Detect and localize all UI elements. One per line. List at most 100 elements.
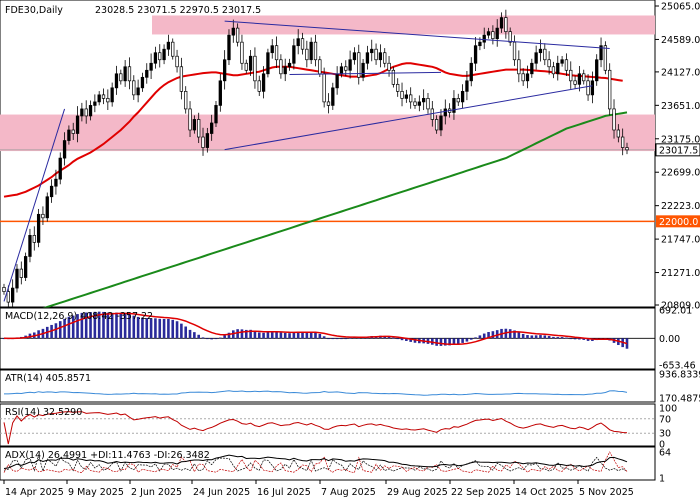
macd-bar [214, 338, 218, 340]
candle-body [244, 62, 248, 71]
price-panel-frame [0, 0, 656, 308]
adx-line [3, 454, 628, 469]
macd-bar [123, 313, 127, 339]
candle-body [231, 27, 235, 36]
candle-body [15, 268, 19, 289]
macd-bar [534, 335, 538, 339]
macd-bar [80, 312, 84, 339]
candle-body [201, 136, 205, 148]
macd-bar [102, 311, 105, 339]
macd-bar [175, 321, 179, 339]
candle-body [326, 101, 331, 106]
macd-bar [145, 318, 149, 339]
candle-body [101, 94, 106, 99]
candle-body [512, 41, 517, 61]
candle-body [222, 59, 227, 82]
macd-bar [206, 338, 209, 340]
candle-body [486, 31, 491, 36]
macd-bar [201, 337, 205, 339]
candle-body [456, 98, 460, 103]
candle-body [556, 62, 560, 75]
candle-body [603, 45, 608, 71]
macd-panel: MACD(12,26,9) 408.42 -357.22 [0, 307, 656, 370]
date-axis: 14 Apr 2025 9 May 2025 2 Jun 2025 24 Jun 20… [3, 480, 634, 498]
price-axis: 25065.0 24589.0 24127.0 23651.0 23175.0 22699… [655, 2, 700, 312]
candle-body [460, 91, 465, 103]
candle-body [409, 94, 413, 103]
macd-bar [452, 338, 456, 345]
candle-body [166, 41, 171, 50]
chart-symbol: FDE30,Daily [5, 5, 63, 16]
macd-bar [89, 312, 92, 339]
macd-bar [292, 332, 296, 339]
candle-body [391, 69, 396, 85]
macd-bar [171, 319, 175, 339]
macd-bar [517, 332, 521, 339]
macd-bar [456, 338, 460, 344]
macd-bar [508, 329, 512, 339]
macd-bar [344, 338, 348, 340]
macd-bar [400, 338, 404, 341]
candle-body [335, 73, 339, 89]
candle-body [93, 101, 97, 106]
macd-bar [249, 329, 252, 339]
macd-bar [154, 318, 157, 339]
macd-bar [119, 313, 123, 339]
rsi-tick-label: 100 [659, 404, 677, 415]
macd-bar [149, 318, 153, 339]
level-tag [656, 215, 700, 228]
candles [2, 9, 629, 310]
candle-body [205, 133, 209, 148]
macd-bar [448, 338, 451, 346]
candle-body [374, 48, 378, 61]
candle-body [153, 52, 158, 64]
price-tick-label: 22699.0 [661, 168, 700, 179]
trendline [289, 71, 441, 75]
macd-bar [188, 329, 192, 339]
macd-bar [63, 318, 66, 339]
candle-body [573, 80, 577, 85]
candle-body [478, 41, 482, 47]
candle-body [158, 52, 162, 61]
candle-body [274, 45, 279, 61]
candle-body [396, 83, 400, 92]
candle-body [504, 17, 508, 32]
candle-body [88, 105, 93, 117]
macd-label: MACD(12,26,9) 408.42 -357.22 [5, 311, 153, 322]
macd-bar [314, 332, 317, 339]
macd-bar [409, 338, 412, 342]
resistance-zones [0, 15, 655, 152]
candle-body [339, 66, 344, 75]
candle-body [54, 178, 58, 187]
date-tick-label: 14 Oct 2025 [515, 487, 574, 498]
date-tick-label: 24 Jun 2025 [193, 487, 250, 498]
candle-body [257, 80, 261, 92]
macd-bar [435, 338, 438, 346]
candle-body [192, 119, 197, 131]
macd-bar [236, 329, 239, 339]
current-price-tag [655, 143, 700, 157]
macd-bar [71, 315, 75, 339]
rsi-tick-label: 30 [659, 429, 671, 440]
macd-bar [76, 314, 79, 339]
candle-body [80, 108, 84, 117]
macd-bar [227, 332, 231, 339]
macd-bar [305, 332, 309, 339]
candle-body [482, 34, 486, 43]
candle-body [6, 291, 10, 303]
candle-body [365, 52, 370, 64]
candle-body [149, 62, 153, 71]
macd-bar [582, 338, 586, 340]
candle-body [162, 48, 166, 61]
price-panel: FDE30,Daily 23028.5 23071.5 22970.5 2301… [0, 0, 656, 323]
price-tick-label: 24589.0 [661, 35, 700, 46]
candle-body [32, 235, 36, 243]
macd-bar [547, 336, 551, 339]
candle-body [417, 101, 421, 106]
candle-body [110, 87, 114, 103]
candle-body [28, 235, 32, 257]
trendline [224, 20, 610, 50]
date-tick-label: 14 Apr 2025 [5, 487, 64, 498]
resistance-zone [0, 114, 655, 152]
